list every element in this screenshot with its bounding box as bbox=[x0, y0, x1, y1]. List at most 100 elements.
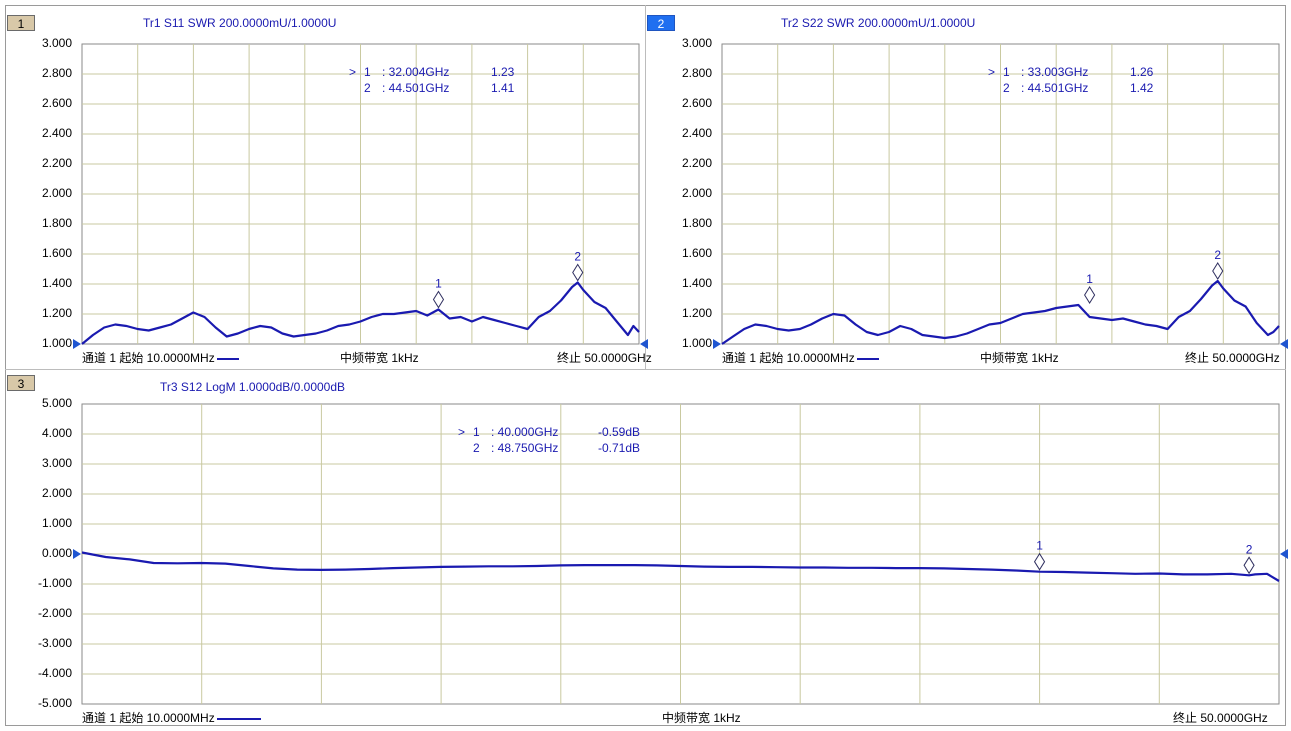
marker-freq: : 44.501GHz bbox=[382, 81, 450, 95]
y-tick-label: 0.000 bbox=[41, 546, 72, 560]
footer-start-label: 通道 1 起始 10.0000MHz bbox=[722, 351, 855, 365]
trace-legend-line bbox=[216, 357, 239, 360]
marker-freq: : 33.003GHz bbox=[1021, 65, 1089, 79]
trace-title[interactable]: Tr2 S22 SWR 200.0000mU/1.0000U bbox=[781, 16, 976, 30]
y-tick-label: 3.000 bbox=[681, 36, 712, 50]
reference-level-right-arrow bbox=[640, 339, 648, 349]
y-tick-label: 2.600 bbox=[681, 96, 712, 110]
y-tick-label: 2.600 bbox=[41, 96, 72, 110]
reference-level-left-arrow bbox=[713, 339, 721, 349]
footer-start: 通道 1 起始 10.0000MHz bbox=[82, 349, 239, 366]
window-number-badge[interactable]: 3 bbox=[7, 375, 35, 391]
trace-legend-line bbox=[216, 717, 261, 720]
marker-diamond bbox=[432, 290, 445, 309]
trace-panel-1[interactable]: 1 Tr1 S11 SWR 200.0000mU/1.0000U 3.000 2.… bbox=[0, 0, 652, 369]
y-tick-label: 2.400 bbox=[681, 126, 712, 140]
window-number-badge[interactable]: 1 bbox=[7, 15, 35, 31]
footer-start: 通道 1 起始 10.0000MHz bbox=[82, 709, 261, 726]
y-tick-label: -5.000 bbox=[37, 696, 72, 710]
window-number-badge[interactable]: 2 bbox=[647, 15, 675, 31]
marker-number-label: 2 bbox=[574, 250, 581, 264]
y-tick-label: 4.000 bbox=[41, 426, 72, 440]
footer-start-label: 通道 1 起始 10.0000MHz bbox=[82, 351, 215, 365]
y-tick-label: 2.000 bbox=[41, 186, 72, 200]
marker-active: > bbox=[349, 65, 357, 79]
trace-panel-2[interactable]: 2 Tr2 S22 SWR 200.0000mU/1.0000U 3.000 2.… bbox=[645, 0, 1291, 369]
marker-id: 1 bbox=[1003, 65, 1010, 79]
y-tick-label: 1.200 bbox=[681, 306, 712, 320]
marker-active: > bbox=[458, 425, 466, 439]
y-tick-label: 5.000 bbox=[41, 396, 72, 410]
trace-title[interactable]: Tr1 S11 SWR 200.0000mU/1.0000U bbox=[143, 16, 337, 30]
y-tick-label: 1.600 bbox=[681, 246, 712, 260]
trace-panel-3[interactable]: 3 Tr3 S12 LogM 1.0000dB/0.0000dB 5.000 4.… bbox=[0, 370, 1291, 731]
marker-value: -0.71dB bbox=[598, 441, 641, 455]
y-tick-label: 1.000 bbox=[681, 336, 712, 350]
marker-diamond bbox=[1033, 552, 1046, 571]
marker-value: 1.26 bbox=[1130, 65, 1154, 79]
y-tick-label: 1.600 bbox=[41, 246, 72, 260]
marker-diamond bbox=[1084, 286, 1096, 304]
footer-stop: 终止 50.0000GHz bbox=[557, 351, 652, 365]
marker-diamond bbox=[572, 263, 584, 282]
reference-level-left-arrow bbox=[73, 549, 81, 559]
footer-center: 中频带宽 1kHz bbox=[662, 711, 741, 725]
marker-freq: : 40.000GHz bbox=[491, 425, 559, 439]
panel-divider-horizontal bbox=[5, 369, 1286, 370]
y-tick-label: 2.000 bbox=[41, 486, 72, 500]
trace-legend-line bbox=[856, 357, 879, 360]
footer-stop: 终止 50.0000GHz bbox=[1173, 711, 1268, 725]
marker-id: 2 bbox=[364, 81, 371, 95]
y-tick-label: 2.200 bbox=[681, 156, 712, 170]
marker-number-label: 2 bbox=[1214, 248, 1221, 262]
y-tick-label: -4.000 bbox=[37, 666, 72, 680]
y-tick-label: 3.000 bbox=[41, 456, 72, 470]
marker-freq: : 44.501GHz bbox=[1021, 81, 1089, 95]
marker-value: 1.41 bbox=[491, 81, 515, 95]
marker-freq: : 32.004GHz bbox=[382, 65, 450, 79]
y-tick-label: -1.000 bbox=[37, 576, 72, 590]
y-tick-label: 3.000 bbox=[41, 36, 72, 50]
marker-id: 2 bbox=[1003, 81, 1010, 95]
y-tick-label: 1.400 bbox=[41, 276, 72, 290]
marker-diamond bbox=[1212, 262, 1224, 280]
plot-area[interactable]: 12 bbox=[73, 43, 648, 349]
y-tick-label: 1.000 bbox=[41, 516, 72, 530]
y-tick-label: 1.000 bbox=[41, 336, 72, 350]
reference-level-left-arrow bbox=[73, 339, 81, 349]
marker-number-label: 1 bbox=[435, 277, 442, 291]
y-tick-label: 1.800 bbox=[41, 216, 72, 230]
y-tick-label: 2.800 bbox=[41, 66, 72, 80]
marker-number-label: 1 bbox=[1036, 539, 1043, 553]
y-tick-label: -2.000 bbox=[37, 606, 72, 620]
panel-divider-vertical bbox=[645, 5, 646, 369]
trace-line bbox=[81, 551, 1280, 582]
trace-title[interactable]: Tr3 S12 LogM 1.0000dB/0.0000dB bbox=[160, 380, 346, 394]
marker-id: 2 bbox=[473, 441, 480, 455]
reference-level-right-arrow bbox=[1280, 549, 1288, 559]
marker-value: -0.59dB bbox=[598, 425, 641, 439]
plot-area[interactable]: 12 bbox=[713, 43, 1288, 349]
y-tick-label: 1.800 bbox=[681, 216, 712, 230]
marker-value: 1.42 bbox=[1130, 81, 1154, 95]
footer-center: 中频带宽 1kHz bbox=[980, 351, 1059, 365]
marker-diamond bbox=[1243, 556, 1255, 575]
y-tick-label: 2.000 bbox=[681, 186, 712, 200]
y-tick-label: 2.400 bbox=[41, 126, 72, 140]
footer-center: 中频带宽 1kHz bbox=[340, 351, 419, 365]
footer-start: 通道 1 起始 10.0000MHz bbox=[722, 349, 879, 366]
marker-value: 1.23 bbox=[491, 65, 515, 79]
y-tick-label: 2.800 bbox=[681, 66, 712, 80]
y-tick-label: 2.200 bbox=[41, 156, 72, 170]
marker-number-label: 1 bbox=[1086, 272, 1093, 286]
footer-start-label: 通道 1 起始 10.0000MHz bbox=[82, 711, 215, 725]
marker-active: > bbox=[988, 65, 996, 79]
y-tick-label: 1.200 bbox=[41, 306, 72, 320]
marker-id: 1 bbox=[364, 65, 371, 79]
marker-number-label: 2 bbox=[1246, 542, 1253, 556]
marker-freq: : 48.750GHz bbox=[491, 441, 559, 455]
trace-line bbox=[721, 279, 1280, 345]
y-tick-label: 1.400 bbox=[681, 276, 712, 290]
